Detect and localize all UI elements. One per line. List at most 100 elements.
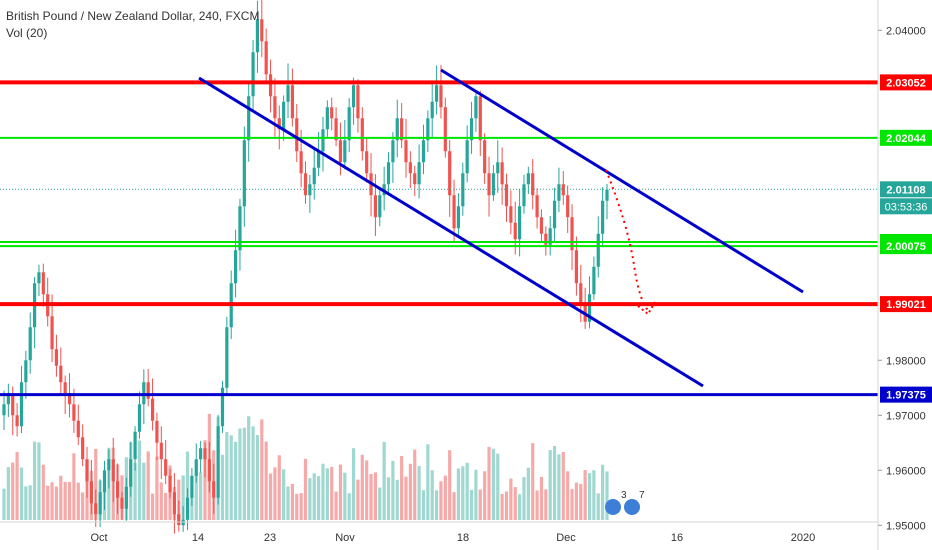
- channel-lower-line[interactable]: [198, 76, 704, 388]
- x-tick-label: 16: [671, 532, 683, 544]
- level-badge-resistance: [880, 74, 932, 91]
- candle-body: [487, 173, 491, 196]
- candle-body: [6, 393, 10, 405]
- volume-bar: [439, 481, 443, 520]
- candle-body: [41, 272, 45, 295]
- x-tick-label: 23: [264, 532, 276, 544]
- volume-bar: [264, 441, 268, 520]
- candle-body: [561, 184, 565, 196]
- volume-bar: [539, 476, 544, 520]
- level-label-support: 1.99021: [886, 299, 926, 311]
- volume-bar: [273, 467, 277, 520]
- volume-bar: [277, 455, 281, 520]
- channel-upper-line[interactable]: [440, 68, 804, 294]
- volume-bar: [251, 426, 255, 520]
- candle-body: [351, 85, 356, 108]
- symbol-title[interactable]: British Pound / New Zealand Dollar, 240,…: [6, 9, 260, 23]
- candle-body: [391, 140, 395, 163]
- volume-bar: [185, 451, 190, 520]
- candle-body: [483, 140, 487, 174]
- volume-bar: [150, 493, 155, 520]
- volume-bar: [386, 477, 391, 520]
- candle-body: [290, 85, 294, 119]
- candle-body: [592, 266, 596, 295]
- volume-bar: [255, 435, 260, 520]
- volume-bar: [579, 483, 583, 520]
- candle-body: [439, 85, 443, 108]
- candle-body: [137, 404, 142, 432]
- volume-bar: [430, 470, 434, 520]
- volume-bar: [408, 463, 412, 520]
- candle-body: [579, 283, 583, 306]
- candle-body: [59, 365, 63, 383]
- volume-bar: [570, 489, 574, 520]
- indicator-icons[interactable]: 3 7: [605, 490, 645, 515]
- volume-bar: [303, 458, 308, 520]
- time-axis[interactable]: Oct 14 23 Nov 18 Dec 16 2020: [90, 532, 815, 544]
- volume-label[interactable]: Vol (20): [6, 26, 48, 40]
- volume-bar: [561, 452, 565, 520]
- candle-body: [2, 404, 6, 416]
- volume-bar: [177, 479, 181, 520]
- volume-bar: [592, 470, 596, 520]
- drawings: [198, 68, 804, 388]
- volume-bar: [443, 475, 447, 520]
- candle-body: [496, 162, 500, 174]
- candle-body: [338, 140, 343, 163]
- volume-bar: [360, 454, 364, 520]
- projection-dotted-path: [605, 169, 651, 313]
- candle-body: [452, 195, 456, 229]
- candle-body: [11, 393, 15, 416]
- candle-body: [54, 349, 59, 366]
- countdown-label: 03:53:36: [885, 201, 928, 213]
- candle-body: [203, 448, 207, 460]
- price-badges: 2.030522.020442.001502.000751.990211.973…: [880, 74, 932, 403]
- volume-bar: [203, 440, 207, 520]
- candle-body: [155, 420, 159, 443]
- volume-bar: [225, 431, 229, 520]
- volume-bar: [286, 486, 290, 520]
- indicator-icon-1[interactable]: [605, 499, 621, 515]
- volume-bar: [583, 470, 587, 520]
- candle-body: [334, 118, 338, 141]
- candle-body: [124, 486, 128, 509]
- volume-bar: [146, 451, 150, 520]
- volume-bar: [557, 454, 561, 520]
- candle-body: [76, 420, 80, 438]
- candle-body: [356, 85, 360, 119]
- candle-body: [443, 107, 447, 152]
- candle-body: [566, 195, 570, 218]
- volume-bar: [452, 492, 456, 520]
- volume-bar: [496, 453, 500, 520]
- countdown-badge: [880, 198, 932, 215]
- candle-body: [164, 459, 168, 476]
- volume-bar: [469, 489, 474, 520]
- candle-body: [146, 382, 150, 399]
- x-tick-label: 2020: [791, 532, 815, 544]
- volume-bar: [81, 492, 85, 520]
- volume-bar: [63, 481, 67, 520]
- candle-body: [518, 206, 522, 240]
- indicator-icon-2[interactable]: [624, 499, 640, 515]
- volume-bar: [233, 441, 238, 520]
- volume-bar: [133, 462, 137, 520]
- y-tick-label: 1.96000: [886, 465, 926, 477]
- candle-body: [491, 173, 495, 196]
- volume-bar: [601, 464, 605, 520]
- volume-bar: [334, 491, 338, 520]
- candle-body: [212, 481, 216, 498]
- volume-bar: [6, 467, 10, 520]
- candle-body: [172, 492, 177, 515]
- candle-body: [120, 497, 124, 509]
- volume-bar: [487, 446, 491, 520]
- candle-body: [129, 459, 133, 487]
- candle-body: [116, 481, 120, 498]
- volume-bar: [338, 464, 343, 520]
- candle-body: [207, 459, 211, 482]
- candle-body: [522, 184, 526, 207]
- volume-bar: [596, 493, 600, 520]
- candle-body: [321, 129, 325, 152]
- candle-body: [15, 415, 19, 427]
